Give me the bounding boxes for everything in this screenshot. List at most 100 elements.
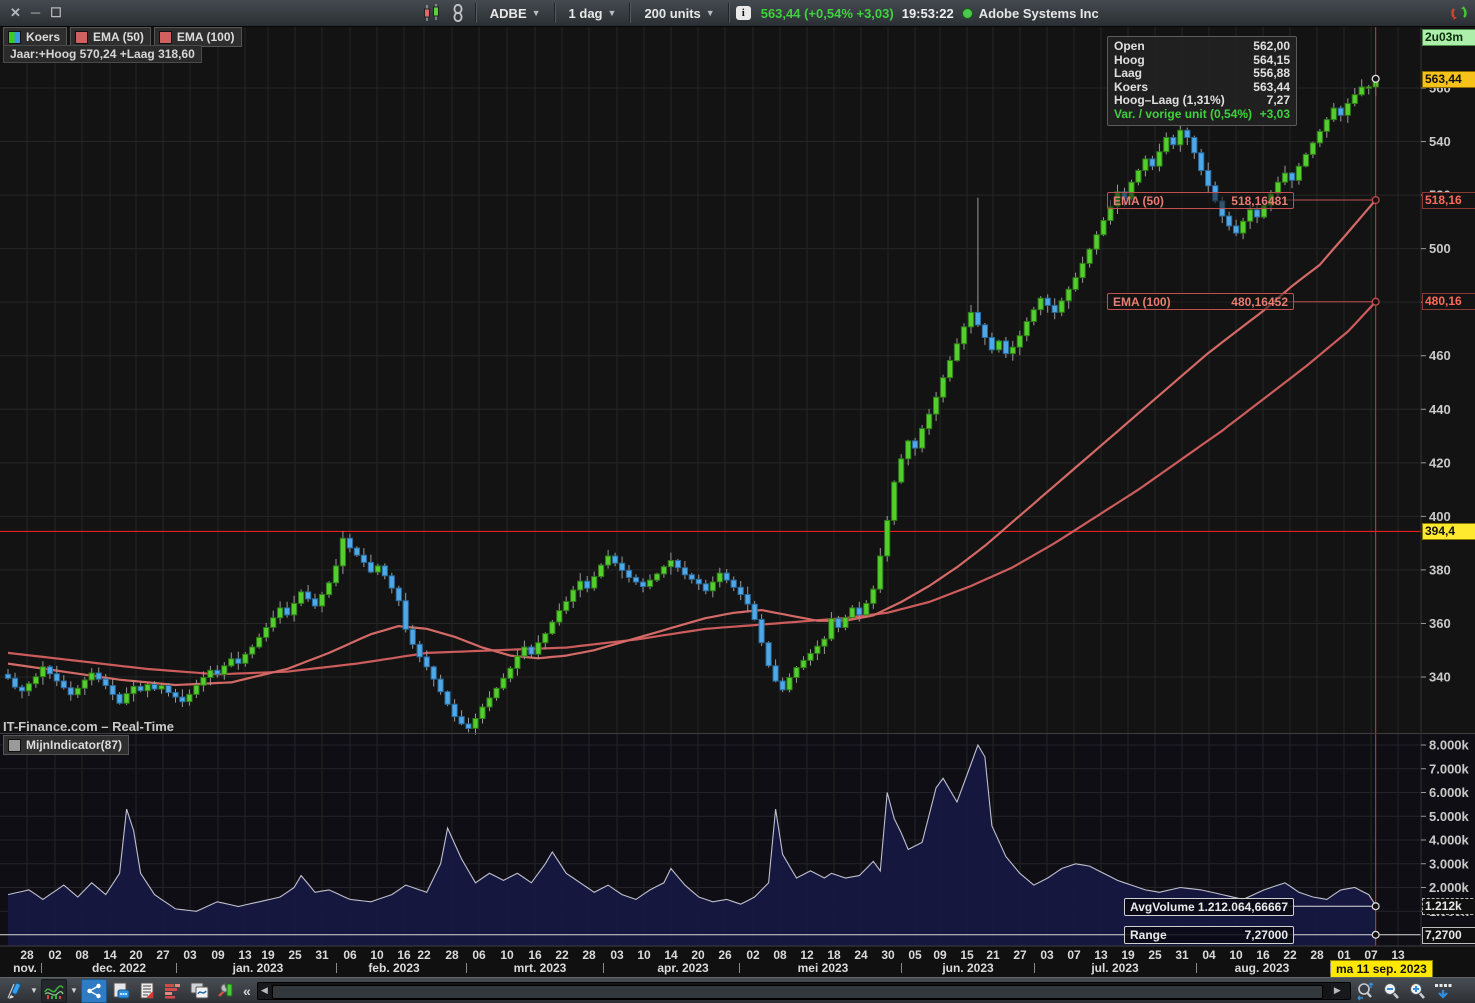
svg-text:400: 400 [1429, 509, 1451, 524]
date-tick-label: 05 [908, 948, 922, 962]
date-tick-label: 22 [417, 948, 431, 962]
date-tick-label: 19 [261, 948, 275, 962]
draw-tool-caret[interactable]: ▼ [30, 986, 38, 995]
date-tick-label: 20 [129, 948, 143, 962]
ema50-axis-badge: 518,16 [1422, 192, 1475, 209]
range-axis-badge: 7,2700 [1422, 927, 1475, 944]
settings-wrench-icon[interactable] [213, 980, 237, 1002]
ema100-label-box[interactable]: EMA (100) 480,16452 [1107, 293, 1294, 310]
date-tick-label: 10 [500, 948, 514, 962]
date-tick-label: 20 [691, 948, 705, 962]
date-tick-label: 09 [211, 948, 225, 962]
month-label: feb. 2023 [368, 961, 420, 975]
date-tick-label: 02 [746, 948, 760, 962]
svg-text:8.000k: 8.000k [1429, 738, 1470, 753]
legend-koers[interactable]: Koers [3, 27, 68, 47]
info-icon[interactable]: i [735, 6, 751, 20]
svg-text:2.000k: 2.000k [1429, 880, 1470, 895]
panel-collapse-icon[interactable] [1431, 980, 1455, 1002]
month-separator [176, 963, 177, 973]
date-tick-label: 25 [288, 948, 302, 962]
avgvolume-axis-badge: 1.212k [1422, 898, 1475, 915]
indicator-legend[interactable]: MijnIndicator(87) [3, 735, 130, 755]
chart-windows-icon[interactable] [187, 980, 211, 1002]
units-dropdown[interactable]: 200 units ▼ [644, 5, 715, 21]
scrollbar-thumb[interactable] [271, 984, 1324, 999]
svg-text:7.000k: 7.000k [1429, 761, 1470, 776]
date-tick-label: 28 [1310, 948, 1324, 962]
indicator-color-chip [8, 738, 21, 752]
zoom-out-icon[interactable] [1379, 980, 1403, 1002]
refresh-icon[interactable] [1447, 2, 1471, 24]
date-tick-label: 22 [1283, 948, 1297, 962]
date-tick-label: 08 [75, 948, 89, 962]
scroll-right-icon[interactable]: ▶ [1333, 985, 1341, 995]
date-tick-label: 10 [370, 948, 384, 962]
range-label-box[interactable]: Range 7,27000 [1124, 926, 1294, 944]
scroll-left-icon[interactable]: ◀ [260, 985, 268, 995]
indicator-tool-icon[interactable] [41, 978, 67, 1003]
month-label: apr. 2023 [657, 961, 709, 975]
month-separator [1330, 963, 1331, 973]
month-separator [336, 963, 337, 973]
indicator-tool-caret[interactable]: ▼ [70, 986, 78, 995]
date-axis[interactable]: ma 11 sep. 2023 28 02 08 14 20 27 03 09 13 19 25 31… [0, 947, 1475, 978]
svg-text:4.000k: 4.000k [1429, 833, 1470, 848]
date-tick-label: 03 [183, 948, 197, 962]
month-separator [1196, 963, 1197, 973]
symbol-dropdown[interactable]: ADBE ▼ [489, 5, 541, 21]
close-icon[interactable]: ✕ [10, 5, 21, 20]
month-separator [41, 963, 42, 973]
date-tick-label: 13 [1391, 948, 1405, 962]
date-tick-label: 06 [343, 948, 357, 962]
session-countdown-badge: 2u03m [1422, 29, 1475, 46]
share-icon[interactable] [81, 978, 107, 1003]
avgvolume-label-box[interactable]: AvgVolume 1.212.064,66667 [1124, 898, 1294, 916]
horizontal-scrollbar[interactable]: ◀ ▶ [256, 981, 1351, 1000]
date-tick-label: 16 [528, 948, 542, 962]
period-dropdown[interactable]: 1 dag ▼ [568, 5, 617, 21]
news-icon[interactable] [135, 980, 159, 1002]
comment-icon[interactable] [109, 980, 133, 1002]
collapse-left-icon[interactable]: « [243, 982, 251, 999]
zoom-drag-icon[interactable] [1353, 980, 1377, 1002]
maximize-icon[interactable]: ☐ [50, 5, 62, 20]
zoom-in-icon[interactable] [1405, 980, 1429, 1002]
date-tick-label: 24 [854, 948, 868, 962]
date-tick-label: 12 [800, 948, 814, 962]
legend-ema50[interactable]: EMA (50) [70, 27, 151, 47]
date-tick-label: 28 [20, 948, 34, 962]
ema100-color-chip [158, 30, 172, 44]
date-tick-label: 10 [1229, 948, 1243, 962]
date-tick-label: 01 [1337, 948, 1351, 962]
draw-tool-icon[interactable] [3, 980, 27, 1002]
link-chain-icon[interactable] [447, 2, 469, 24]
date-tick-label: 26 [718, 948, 732, 962]
svg-text:5.000k: 5.000k [1429, 809, 1470, 824]
date-tick-label: 15 [960, 948, 974, 962]
candlestick-style-icon[interactable] [417, 2, 447, 24]
legend-ema100[interactable]: EMA (100) [153, 27, 242, 47]
price-volume-chart[interactable]: 5605405205004804604404204003803603408.00… [0, 26, 1475, 947]
month-separator [466, 963, 467, 973]
date-tick-label: 02 [48, 948, 62, 962]
date-tick-label: 25 [1148, 948, 1162, 962]
date-tick-label: 27 [156, 948, 170, 962]
ema50-label-box[interactable]: EMA (50) 518,16481 [1107, 192, 1294, 209]
last-price-badge: 563,44 [1422, 71, 1475, 88]
date-tick-label: 21 [986, 948, 1000, 962]
svg-text:500: 500 [1429, 241, 1451, 256]
date-tick-label: 07 [1067, 948, 1081, 962]
date-tick-label: 04 [1202, 948, 1216, 962]
year-high-low-stat: Jaar:+Hoog 570,24 +Laag 318,60 [3, 45, 202, 63]
indicator-list-icon[interactable] [161, 980, 185, 1002]
ohlc-info-panel: Open 562,00 Hoog 564,15 Laag 556,88 Koers 56… [1107, 36, 1297, 126]
svg-text:440: 440 [1429, 402, 1451, 417]
ema100-axis-badge: 480,16 [1422, 293, 1475, 310]
date-tick-label: 28 [582, 948, 596, 962]
svg-text:3.000k: 3.000k [1429, 856, 1470, 871]
minimize-icon[interactable]: ─ [30, 5, 41, 20]
quote-price: 563,44 (+0,54% +3,03) [760, 5, 894, 21]
alert-price-badge: 394,4 [1422, 523, 1475, 540]
